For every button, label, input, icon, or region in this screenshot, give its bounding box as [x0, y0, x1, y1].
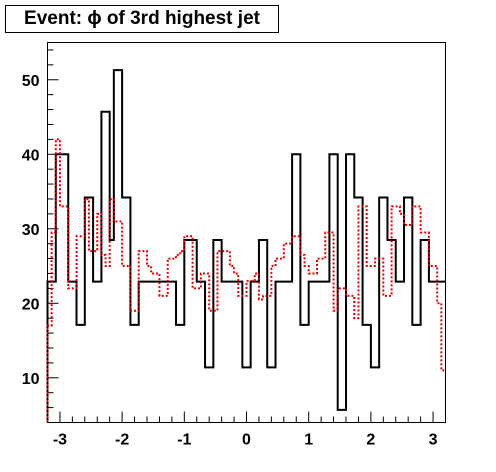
- x-tick-label: -2: [115, 432, 129, 449]
- x-tick-label: -3: [53, 432, 67, 449]
- x-tick-label: 2: [366, 432, 375, 449]
- histogram-series-1: [46, 69, 446, 422]
- series-group: [46, 69, 446, 422]
- chart-title-box: Event: ϕ of 3rd highest jet: [5, 5, 279, 33]
- x-tick-label: 3: [429, 432, 438, 449]
- axes: 10 20 30 40 50 -3 -2 -1 0 1 2 3: [22, 49, 446, 449]
- x-tick-label: 0: [242, 432, 251, 449]
- histogram-series-2: [46, 138, 446, 422]
- y-tick-label: 10: [22, 371, 40, 388]
- chart-title: Event: ϕ of 3rd highest jet: [24, 8, 260, 29]
- y-tick-label: 50: [22, 73, 40, 90]
- y-tick-label: 40: [22, 147, 40, 164]
- x-tick-label: 1: [304, 432, 313, 449]
- plot-frame: [47, 42, 446, 423]
- y-tick-label: 30: [22, 222, 40, 239]
- y-tick-label: 20: [22, 296, 40, 313]
- x-tick-label: -1: [177, 432, 191, 449]
